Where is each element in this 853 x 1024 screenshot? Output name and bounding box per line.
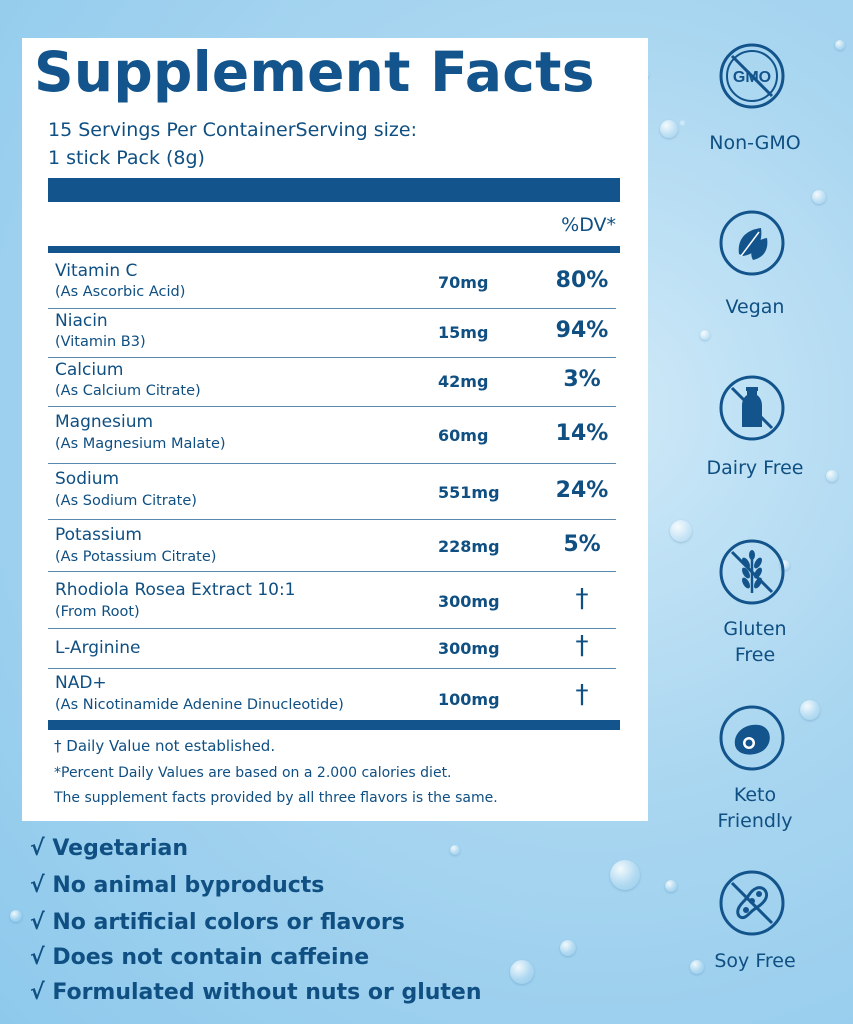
nutrient-amount: 551mg [438,483,500,502]
keto-avocado-icon [719,705,785,771]
nutrient-source: (From Root) [55,604,140,620]
vegan-leaf-icon [719,210,785,276]
row-divider [48,463,616,464]
nutrient-dv: 24% [555,478,609,503]
header-bar [48,178,620,202]
servings-line-1: 15 Servings Per ContainerServing size: [48,119,417,141]
nutrient-amount: 60mg [438,426,489,445]
nutrient-name: Magnesium [55,412,154,432]
footnote-flavors: The supplement facts provided by all thr… [54,790,498,806]
row-divider [48,628,616,629]
footnote-dagger: † Daily Value not established. [54,737,276,755]
nutrient-source: (Vitamin B3) [55,334,146,350]
product-claims-list: √ Vegetarian √ No animal byproducts √ No… [30,830,482,1011]
nutrient-source: (As Magnesium Malate) [55,436,226,452]
claim-vegetarian: √ Vegetarian [30,836,189,861]
nutrient-amount: 15mg [438,323,489,342]
header-divider [48,246,620,253]
nutrient-amount: 42mg [438,372,489,391]
badge-label: Soy Free [714,950,796,972]
nutrient-name: L-Arginine [55,638,141,658]
nutrient-dv: 3% [563,367,601,392]
claim-no-caffeine: √ Does not contain caffeine [30,945,370,970]
nutrient-row-sodium: Sodium (As Sodium Citrate) 551mg 24% [48,464,616,520]
claim-no-nuts-gluten: √ Formulated without nuts or gluten [30,980,482,1005]
nutrient-amount: 300mg [438,639,500,658]
row-divider [48,519,616,520]
nutrient-name: Calcium [55,360,124,380]
badge-label: Non-GMO [709,132,801,154]
page-title: Supplement Facts [34,40,595,104]
nutrient-row-vitamin-c: Vitamin C (As Ascorbic Acid) 70mg 80% [48,253,616,309]
nutrient-name: Vitamin C [55,261,138,281]
nutrient-source: (As Calcium Citrate) [55,383,201,399]
row-divider [48,406,616,407]
nutrient-row-rhodiola: Rhodiola Rosea Extract 10:1 (From Root) … [48,572,616,629]
nutrient-dv: 14% [555,421,609,446]
non-gmo-icon: GMO [719,43,785,109]
supplement-facts-panel: Supplement Facts 15 Servings Per Contain… [22,38,648,821]
servings-line-2: 1 stick Pack (8g) [48,147,205,169]
nutrient-source: (As Sodium Citrate) [55,493,197,509]
nutrient-amount: 100mg [438,690,500,709]
nutrient-dv: 5% [563,532,601,557]
row-divider [48,571,616,572]
claim-no-animal-byproducts: √ No animal byproducts [30,873,325,898]
nutrient-amount: 228mg [438,537,500,556]
nutrient-row-potassium: Potassium (As Potassium Citrate) 228mg 5… [48,520,616,572]
nutrient-dv: 80% [555,268,609,293]
row-divider [48,668,616,669]
nutrient-row-niacin: Niacin (Vitamin B3) 15mg 94% [48,309,616,358]
nutrient-row-nad: NAD+ (As Nicotinamide Adenine Dinucleoti… [48,669,616,720]
dairy-free-icon [719,375,785,441]
nutrient-row-magnesium: Magnesium (As Magnesium Malate) 60mg 14% [48,407,616,464]
dv-column-header: %DV* [561,214,616,236]
nutrient-amount: 300mg [438,592,500,611]
nutrient-name: Rhodiola Rosea Extract 10:1 [55,580,296,600]
nutrient-source: (As Ascorbic Acid) [55,284,186,300]
footnote-percent-dv: *Percent Daily Values are based on a 2.0… [54,765,452,781]
nutrient-amount: 70mg [438,273,489,292]
nutrient-source: (As Nicotinamide Adenine Dinucleotide) [55,697,344,713]
servings-info: 15 Servings Per ContainerServing size: 1… [48,116,417,172]
nutrient-dv: † [575,631,589,661]
nutrient-row-calcium: Calcium (As Calcium Citrate) 42mg 3% [48,358,616,407]
claim-no-artificial-colors: √ No artificial colors or flavors [30,910,405,935]
row-divider [48,357,616,358]
soy-free-icon [719,870,785,936]
nutrient-row-l-arginine: L-Arginine 300mg † [48,629,616,669]
badge-label: Vegan [725,296,785,318]
badge-label: Dairy Free [706,457,804,479]
nutrient-name: NAD+ [55,673,107,693]
nutrient-name: Potassium [55,525,142,545]
nutrient-source: (As Potassium Citrate) [55,549,217,565]
nutrient-name: Sodium [55,469,120,489]
nutrient-dv: 94% [555,318,609,343]
nutrient-dv: † [575,680,589,710]
table-bottom-bar [48,720,620,730]
badge-label: Gluten Free [723,618,787,666]
row-divider [48,308,616,309]
badge-label: Keto Friendly [717,784,793,832]
nutrient-dv: † [575,584,589,614]
gluten-free-icon [719,539,785,605]
nutrient-name: Niacin [55,311,108,331]
